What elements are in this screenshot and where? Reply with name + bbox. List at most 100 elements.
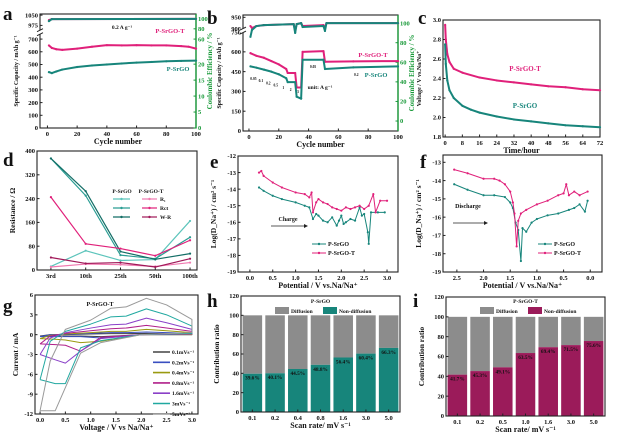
y-tick-label: -19 bbox=[227, 269, 236, 276]
data-point bbox=[583, 210, 587, 213]
data-point bbox=[573, 206, 576, 210]
y-tick-label: -18 bbox=[227, 253, 236, 260]
x-tick-label: 0.0 bbox=[586, 275, 594, 282]
x-tick-label: 16 bbox=[476, 140, 483, 147]
panel-letter: e bbox=[210, 152, 218, 173]
y-tick-label: 100 bbox=[28, 112, 38, 119]
data-point bbox=[119, 247, 122, 250]
label-p-srgo-t: P-SrGO-T bbox=[509, 65, 541, 73]
data-point bbox=[557, 212, 560, 215]
y-tick-label: 160 bbox=[25, 220, 35, 227]
y-tick-label: 700 bbox=[28, 36, 38, 43]
x-tick-label: 0.2 bbox=[271, 415, 279, 422]
x-axis-label: Cycle number bbox=[296, 140, 345, 149]
x-tick-label: 1.5 bbox=[506, 275, 515, 282]
y-tick-label: 0 bbox=[32, 267, 35, 274]
data-point bbox=[194, 47, 198, 50]
non-diffusion-bar bbox=[356, 353, 376, 412]
y-tick-label: -12 bbox=[227, 153, 236, 160]
rate-label: 0.05 bbox=[310, 65, 316, 69]
data-point bbox=[249, 24, 252, 28]
data-point bbox=[495, 79, 498, 82]
data-point bbox=[249, 65, 252, 68]
y-tick-label: 1.8 bbox=[433, 134, 442, 141]
y2-tick-label: 60 bbox=[400, 59, 407, 66]
data-point bbox=[493, 194, 496, 197]
bar-value-label: 41.7% bbox=[450, 377, 465, 383]
rate-label: 0.1 bbox=[259, 79, 264, 83]
data-point bbox=[503, 195, 506, 199]
data-point bbox=[325, 22, 328, 25]
data-point bbox=[367, 242, 370, 245]
data-point bbox=[150, 44, 153, 47]
data-point bbox=[188, 257, 192, 260]
y-tick-label: 0 bbox=[441, 413, 444, 420]
data-point bbox=[292, 22, 295, 26]
panel-title: P-SrGO-T bbox=[513, 299, 538, 305]
data-point bbox=[255, 54, 258, 57]
data-point bbox=[120, 44, 123, 47]
bar-value-label: 69.4% bbox=[541, 349, 556, 355]
x-tick-label: 2.0 bbox=[137, 417, 145, 424]
data-point bbox=[335, 207, 338, 211]
cv-curve bbox=[39, 328, 193, 344]
y-axis-label: Contribution ratio bbox=[417, 327, 426, 387]
data-point bbox=[546, 199, 549, 202]
x-tick-label: 10th bbox=[80, 273, 93, 280]
y-tick-label: 20 bbox=[233, 390, 240, 397]
y2-tick-label: 15 bbox=[198, 77, 205, 84]
x-tick-label: 1.0 bbox=[521, 419, 529, 426]
y-tick-label: 400 bbox=[28, 74, 38, 81]
panel-letter: i bbox=[413, 291, 418, 312]
data-point bbox=[493, 177, 496, 180]
axis-break bbox=[240, 28, 246, 33]
x-tick-label: 40 bbox=[528, 140, 535, 147]
y-tick-label: 900 bbox=[231, 26, 241, 33]
data-point bbox=[90, 64, 94, 67]
data-point bbox=[342, 222, 345, 226]
data-point bbox=[255, 24, 258, 28]
data-point bbox=[315, 212, 318, 216]
x-axis-label: Time/hour bbox=[503, 146, 540, 155]
legend-label: P-SrGO bbox=[554, 242, 575, 248]
data-point bbox=[369, 211, 373, 214]
y2-tick-label: 100 bbox=[198, 16, 208, 23]
y-tick-label: 2.8 bbox=[433, 37, 442, 44]
data-point bbox=[452, 96, 455, 100]
y2-tick-label: 10 bbox=[198, 93, 205, 100]
data-point bbox=[557, 194, 560, 197]
bar-value-label: 63.5% bbox=[518, 355, 533, 361]
panel-title: P-SrGO-T bbox=[87, 302, 114, 308]
data-point bbox=[311, 211, 315, 214]
legend-header: P-SrGO bbox=[112, 189, 132, 195]
y-tick-label: 300 bbox=[28, 87, 38, 94]
data-point bbox=[119, 261, 122, 264]
legend-label: W-R bbox=[160, 215, 172, 221]
diffusion-bar bbox=[356, 315, 376, 354]
panel-letter: c bbox=[418, 8, 426, 29]
data-point bbox=[262, 56, 265, 59]
x-axis-label: Potential / V vs.Na/Na⁺ bbox=[278, 281, 357, 290]
y-tick-label: 120 bbox=[434, 294, 444, 301]
y2-tick-label: 100 bbox=[400, 20, 410, 27]
data-point bbox=[301, 50, 304, 53]
cv-curve bbox=[39, 297, 193, 412]
diffusion-bar bbox=[310, 315, 331, 365]
data-point bbox=[340, 209, 343, 212]
data-point bbox=[511, 201, 514, 204]
data-point bbox=[525, 208, 528, 211]
data-point bbox=[376, 211, 379, 214]
legend-label: P-SrGO-T bbox=[328, 251, 355, 257]
x-axis-label: Potential / V vs.Na/Na⁺ bbox=[483, 281, 562, 290]
data-point bbox=[84, 249, 87, 252]
cv-curve bbox=[39, 317, 193, 364]
data-point bbox=[586, 190, 589, 193]
y-axis-label: Voltage / V vs.Na/Na⁺ bbox=[417, 51, 423, 107]
data-point bbox=[366, 231, 369, 234]
rate-label: 0.5 bbox=[274, 84, 279, 88]
data-point bbox=[565, 183, 568, 186]
data-point bbox=[513, 212, 516, 215]
x-tick-label: 56 bbox=[562, 140, 569, 147]
y-tick-label: 320 bbox=[25, 172, 35, 179]
bar-value-label: 56.4% bbox=[336, 359, 351, 365]
